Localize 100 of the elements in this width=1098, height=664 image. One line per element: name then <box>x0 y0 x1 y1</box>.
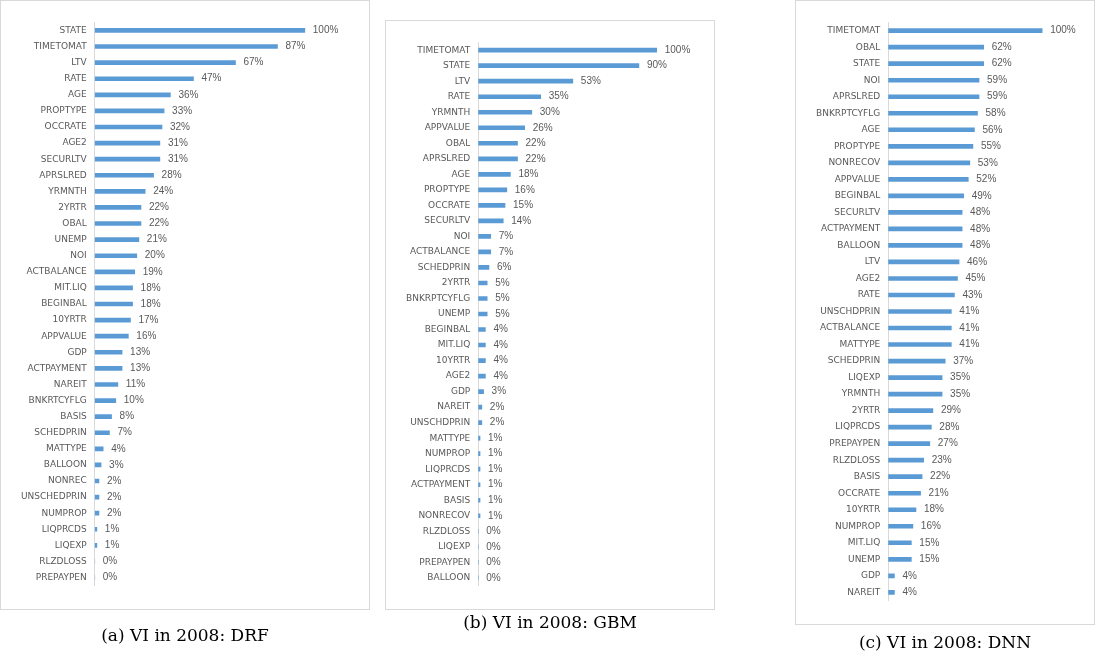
data-label: 53% <box>977 156 998 168</box>
y-tick-label: MIT.LIQ <box>847 537 881 548</box>
data-label: 22% <box>525 152 546 164</box>
y-tick-label: 2YRTR <box>441 277 471 288</box>
y-tick-label: BEGINBAL <box>834 190 881 201</box>
y-tick-label: LIQEXP <box>438 541 471 552</box>
data-label: 16% <box>136 329 157 341</box>
data-label: 0% <box>486 556 501 568</box>
bar <box>94 349 123 355</box>
data-label: 2% <box>106 474 122 486</box>
bar <box>888 210 963 215</box>
bar <box>94 382 119 387</box>
data-label: 1% <box>488 447 503 459</box>
data-label: 33% <box>172 104 193 116</box>
y-tick-label: GDP <box>67 346 88 357</box>
y-tick-label: MIT.LIQ <box>437 339 471 350</box>
y-tick-label: PREPAYPEN <box>829 438 881 448</box>
data-label: 16% <box>514 183 535 195</box>
data-label: 48% <box>970 222 991 234</box>
bar <box>888 590 895 595</box>
y-tick-label: APRSLRED <box>422 153 471 164</box>
data-label: 4% <box>493 369 508 381</box>
data-label: 0% <box>486 525 501 537</box>
data-label: 6% <box>496 261 512 273</box>
y-tick-label: NOI <box>70 250 87 261</box>
bar <box>94 333 129 339</box>
data-label: 53% <box>580 74 601 86</box>
y-tick-label: LTV <box>454 75 472 86</box>
y-tick-label: NAREIT <box>847 586 881 597</box>
y-tick-label: RLZDLOSS <box>422 525 471 536</box>
y-tick-label: APRSLRED <box>832 91 881 102</box>
bar <box>478 327 486 332</box>
y-tick-label: AGE2 <box>855 272 881 283</box>
data-label: 15% <box>919 536 940 548</box>
y-tick-label: YRMNTH <box>47 185 87 196</box>
y-tick-label: ACTPAYMENT <box>27 362 88 373</box>
data-label: 8% <box>119 410 135 422</box>
bar <box>94 156 161 162</box>
y-tick-label: LTV <box>864 256 882 267</box>
data-label: 4% <box>902 586 917 598</box>
data-label: 62% <box>991 40 1012 52</box>
data-label: 0% <box>102 571 118 583</box>
data-label: 37% <box>953 354 974 366</box>
y-tick-label: ACTBALANCE <box>820 322 881 333</box>
data-label: 41% <box>959 305 980 317</box>
y-tick-label: OCCRATE <box>44 121 88 132</box>
data-label: 31% <box>167 136 188 148</box>
y-tick-label: TIMETOMAT <box>32 40 88 51</box>
y-tick-label: ACTBALANCE <box>410 246 471 257</box>
bar <box>478 358 486 363</box>
bar <box>478 125 525 131</box>
data-label: 29% <box>940 404 961 416</box>
data-label: 46% <box>967 255 988 267</box>
y-tick-label: 10YRTR <box>52 314 87 325</box>
y-tick-label: LIQPRCDS <box>41 523 88 534</box>
y-tick-label: PROPTYPE <box>833 140 881 151</box>
bar <box>478 78 574 84</box>
data-label: 21% <box>146 233 167 245</box>
y-tick-label: OBAL <box>855 41 881 52</box>
data-label: 100% <box>664 43 691 55</box>
y-tick-label: BASIS <box>853 471 881 482</box>
data-label: 18% <box>923 503 945 515</box>
y-tick-label: APPVALUE <box>424 122 471 133</box>
bar <box>478 171 511 177</box>
y-tick-label: APPVALUE <box>834 173 881 184</box>
bar <box>94 510 100 516</box>
bar <box>478 296 488 301</box>
data-label: 7% <box>498 245 514 257</box>
data-label: 17% <box>138 313 159 325</box>
y-tick-label: ACTPAYMENT <box>820 223 881 234</box>
data-label: 26% <box>532 121 553 133</box>
data-label: 30% <box>539 105 560 117</box>
bar <box>478 389 484 394</box>
text: (b) VI in 2008: GBM <box>462 612 638 632</box>
y-tick-label: OBAL <box>445 137 471 148</box>
bar <box>94 526 98 532</box>
y-tick-label: PREPAYPEN <box>35 571 87 582</box>
y-tick-label: AGE <box>451 168 471 179</box>
data-label: 52% <box>976 173 997 185</box>
y-tick-label: SECURLTV <box>40 153 88 164</box>
y-tick-label: OCCRATE <box>428 199 471 210</box>
bar <box>94 60 236 65</box>
y-tick-label: LIQEXP <box>848 371 881 382</box>
data-label: 13% <box>130 362 151 374</box>
data-label: 22% <box>930 470 951 482</box>
text: (a) VI in 2008: DRF <box>100 625 270 645</box>
y-tick-label: STATE <box>443 60 471 71</box>
y-tick-label: BEGINBAL <box>424 323 471 334</box>
y-tick-label: AGE <box>861 124 881 135</box>
data-label: 22% <box>148 217 170 229</box>
y-tick-label: UNEMP <box>848 553 881 564</box>
data-label: 28% <box>161 169 182 181</box>
data-label: 18% <box>140 281 161 293</box>
bar <box>888 342 952 347</box>
y-tick-label: SCHEDPRIN <box>827 355 881 366</box>
bar <box>888 441 931 446</box>
y-tick-label: BALLOON <box>43 459 87 470</box>
y-tick-label: NUMPROP <box>41 507 88 518</box>
y-tick-label: BNKRTCYFLG <box>28 394 87 405</box>
bar <box>888 61 984 67</box>
